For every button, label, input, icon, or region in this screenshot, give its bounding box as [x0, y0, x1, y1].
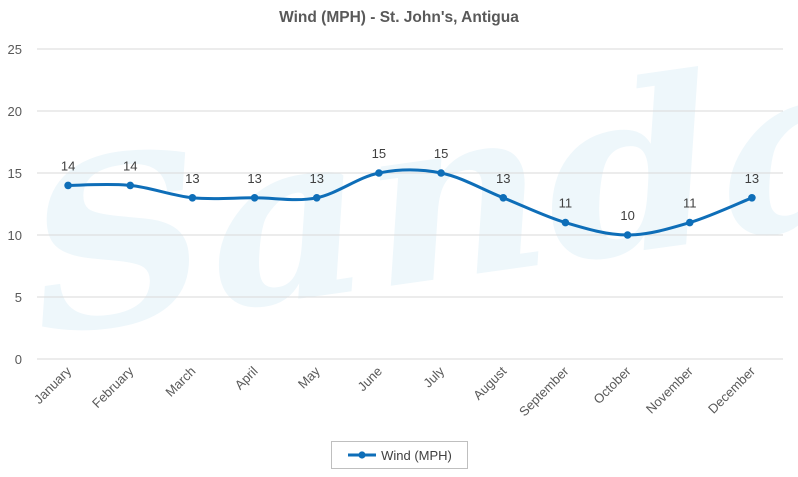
x-tick-label: August — [470, 363, 509, 402]
data-point — [250, 194, 259, 202]
data-label: 13 — [745, 171, 759, 186]
data-point — [188, 194, 197, 202]
data-point — [375, 169, 383, 177]
data-label: 14 — [123, 158, 137, 173]
y-tick-label: 15 — [8, 166, 22, 181]
x-tick-label: May — [295, 363, 323, 391]
chart-title: Wind (MPH) - St. John's, Antigua — [279, 9, 519, 26]
y-axis-ticks: 0 5 10 15 20 25 — [8, 42, 22, 367]
sandals-watermark: Sandals — [10, 0, 798, 389]
x-tick-label: October — [590, 363, 634, 407]
y-tick-label: 20 — [8, 104, 22, 119]
data-label: 13 — [496, 171, 510, 186]
data-label: 13 — [185, 171, 199, 186]
data-point — [499, 194, 508, 202]
y-tick-label: 0 — [15, 352, 22, 367]
data-label: 15 — [372, 146, 386, 161]
data-labels: 14 14 13 13 13 15 15 13 11 10 11 13 — [61, 146, 759, 223]
legend: Wind (MPH) — [331, 441, 468, 469]
data-label: 13 — [310, 171, 324, 186]
data-point — [312, 194, 321, 202]
y-tick-label: 25 — [8, 42, 22, 57]
x-tick-label: September — [516, 363, 572, 419]
y-tick-label: 5 — [15, 290, 22, 305]
data-point — [437, 169, 445, 177]
x-tick-label: November — [643, 363, 696, 416]
x-tick-label: June — [354, 364, 385, 395]
gridlines — [37, 48, 783, 360]
data-point — [748, 194, 756, 202]
legend-label: Wind (MPH) — [381, 447, 452, 463]
data-label: 11 — [559, 196, 573, 211]
data-point — [685, 218, 694, 227]
legend-line-marker-icon — [348, 451, 377, 459]
watermark-text: Sandals — [10, 0, 798, 389]
x-tick-label: July — [420, 363, 447, 390]
y-tick-label: 10 — [8, 228, 22, 243]
x-tick-label: December — [705, 363, 758, 416]
data-label: 11 — [683, 196, 697, 211]
data-label: 10 — [620, 208, 634, 223]
data-label: 14 — [61, 158, 75, 173]
data-label: 13 — [247, 171, 261, 186]
data-points — [64, 169, 756, 239]
data-point — [64, 181, 72, 190]
data-label: 15 — [434, 146, 448, 161]
data-point — [561, 218, 570, 227]
data-point — [623, 231, 632, 239]
x-tick-label: April — [232, 363, 261, 392]
data-point — [126, 181, 135, 190]
